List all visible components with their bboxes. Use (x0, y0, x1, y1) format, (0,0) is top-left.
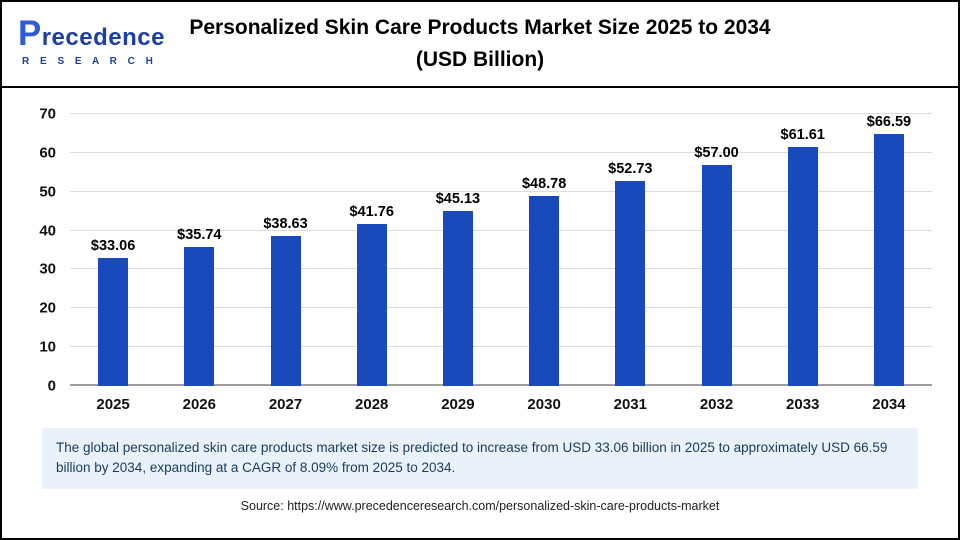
x-axis-line (70, 384, 932, 386)
gridline (70, 307, 932, 309)
x-tick-label: 2026 (182, 396, 216, 413)
y-axis-spacer (16, 386, 70, 422)
summary-note-text: The global personalized skin care produc… (56, 440, 888, 476)
y-tick-label: 10 (39, 338, 56, 356)
x-tick-label: 2030 (527, 396, 561, 413)
x-tick-label: 2034 (872, 396, 906, 413)
x-tick-label: 2029 (441, 396, 475, 413)
x-tick-label: 2025 (96, 396, 130, 413)
plot-wrap: 0 10 20 30 40 50 60 70 $33.06 $35.74 $38.63 $41.76… (16, 106, 932, 395)
summary-note: The global personalized skin care produc… (42, 428, 918, 489)
source-line: Source: https://www.precedenceresearch.c… (240, 498, 720, 513)
bar-column-2025: $33.06 (70, 114, 156, 386)
bar-chart: 0 10 20 30 40 50 60 70 $33.06 $35.74 $38.63 $41.76… (2, 88, 958, 422)
bar-column-2026: $35.74 (156, 114, 242, 386)
bar-value-label: $35.74 (177, 227, 222, 244)
bar-2028 (356, 223, 387, 386)
bar-column-2028: $41.76 (329, 114, 415, 386)
plot-area: $33.06 $35.74 $38.63 $41.76 $45.13 $48.78 $52.… (70, 113, 932, 386)
bar-column-2030: $48.78 (501, 114, 587, 386)
bar-2025 (98, 257, 129, 386)
bar-2033 (787, 146, 818, 386)
bar-column-2029: $45.13 (415, 114, 501, 386)
logo-subtitle: R E S E A R C H (22, 56, 157, 67)
bar-2034 (873, 134, 904, 386)
bar-value-label: $38.63 (263, 215, 308, 232)
bar-column-2034: $66.59 (846, 114, 932, 386)
bar-2027 (270, 235, 301, 386)
bar-value-label: $48.78 (521, 176, 567, 193)
y-tick-label: 30 (39, 260, 56, 278)
gridline (70, 268, 932, 270)
gridline (70, 190, 932, 192)
chart-title-line1: Personalized Skin Care Products Market S… (189, 16, 771, 39)
x-labels: 2025 2026 2027 2028 2029 2030 2031 2032 2033 2034 (70, 386, 932, 422)
y-tick-label: 20 (39, 299, 56, 317)
x-tick-label: 2033 (786, 396, 820, 413)
chart-title: Personalized Skin Care Products Market S… (2, 2, 958, 75)
x-tick-label: 2031 (613, 396, 647, 413)
y-tick-label: 40 (39, 222, 56, 240)
y-tick-label: 60 (39, 144, 56, 162)
bar-column-2031: $52.73 (587, 114, 673, 386)
chart-title-line2: (USD Billion) (415, 47, 545, 71)
bar-value-label: $41.76 (349, 203, 394, 220)
gridline (70, 151, 932, 153)
bar-2029 (442, 210, 473, 386)
bar-column-2032: $57.00 (673, 114, 759, 386)
gridline (70, 346, 932, 348)
x-tick-label: 2032 (699, 396, 734, 413)
bar-2032 (701, 164, 732, 386)
bars-row: $33.06 $35.74 $38.63 $41.76 $45.13 $48.78 $52.… (70, 114, 932, 386)
y-axis: 0 10 20 30 40 50 60 70 (16, 106, 70, 395)
logo: Precedence R E S E A R C H (18, 14, 165, 67)
y-tick-label: 50 (39, 183, 56, 201)
x-tick-label: 2027 (268, 396, 303, 413)
x-axis: 2025 2026 2027 2028 2029 2030 2031 2032 2033 2034 (16, 386, 932, 422)
bar-2031 (615, 181, 646, 386)
bar-value-label: $52.73 (608, 161, 653, 178)
bar-column-2033: $61.61 (760, 114, 846, 386)
gridline (70, 113, 932, 114)
x-tick-label: 2028 (355, 396, 389, 413)
bar-value-label: $61.61 (780, 126, 825, 143)
y-tick-label: 0 (47, 377, 56, 395)
gridline (70, 229, 932, 231)
bar-2026 (184, 247, 215, 386)
bar-2030 (529, 196, 560, 386)
bar-value-label: $57.00 (694, 144, 739, 161)
header: Precedence R E S E A R C H Personalized … (2, 2, 958, 88)
y-tick-label: 70 (39, 105, 56, 123)
bar-value-label: $66.59 (866, 114, 912, 130)
bar-column-2027: $38.63 (242, 114, 328, 386)
bar-value-label: $33.06 (90, 237, 136, 254)
bar-value-label: $45.13 (435, 190, 481, 207)
logo-name: Precedence (18, 14, 165, 53)
